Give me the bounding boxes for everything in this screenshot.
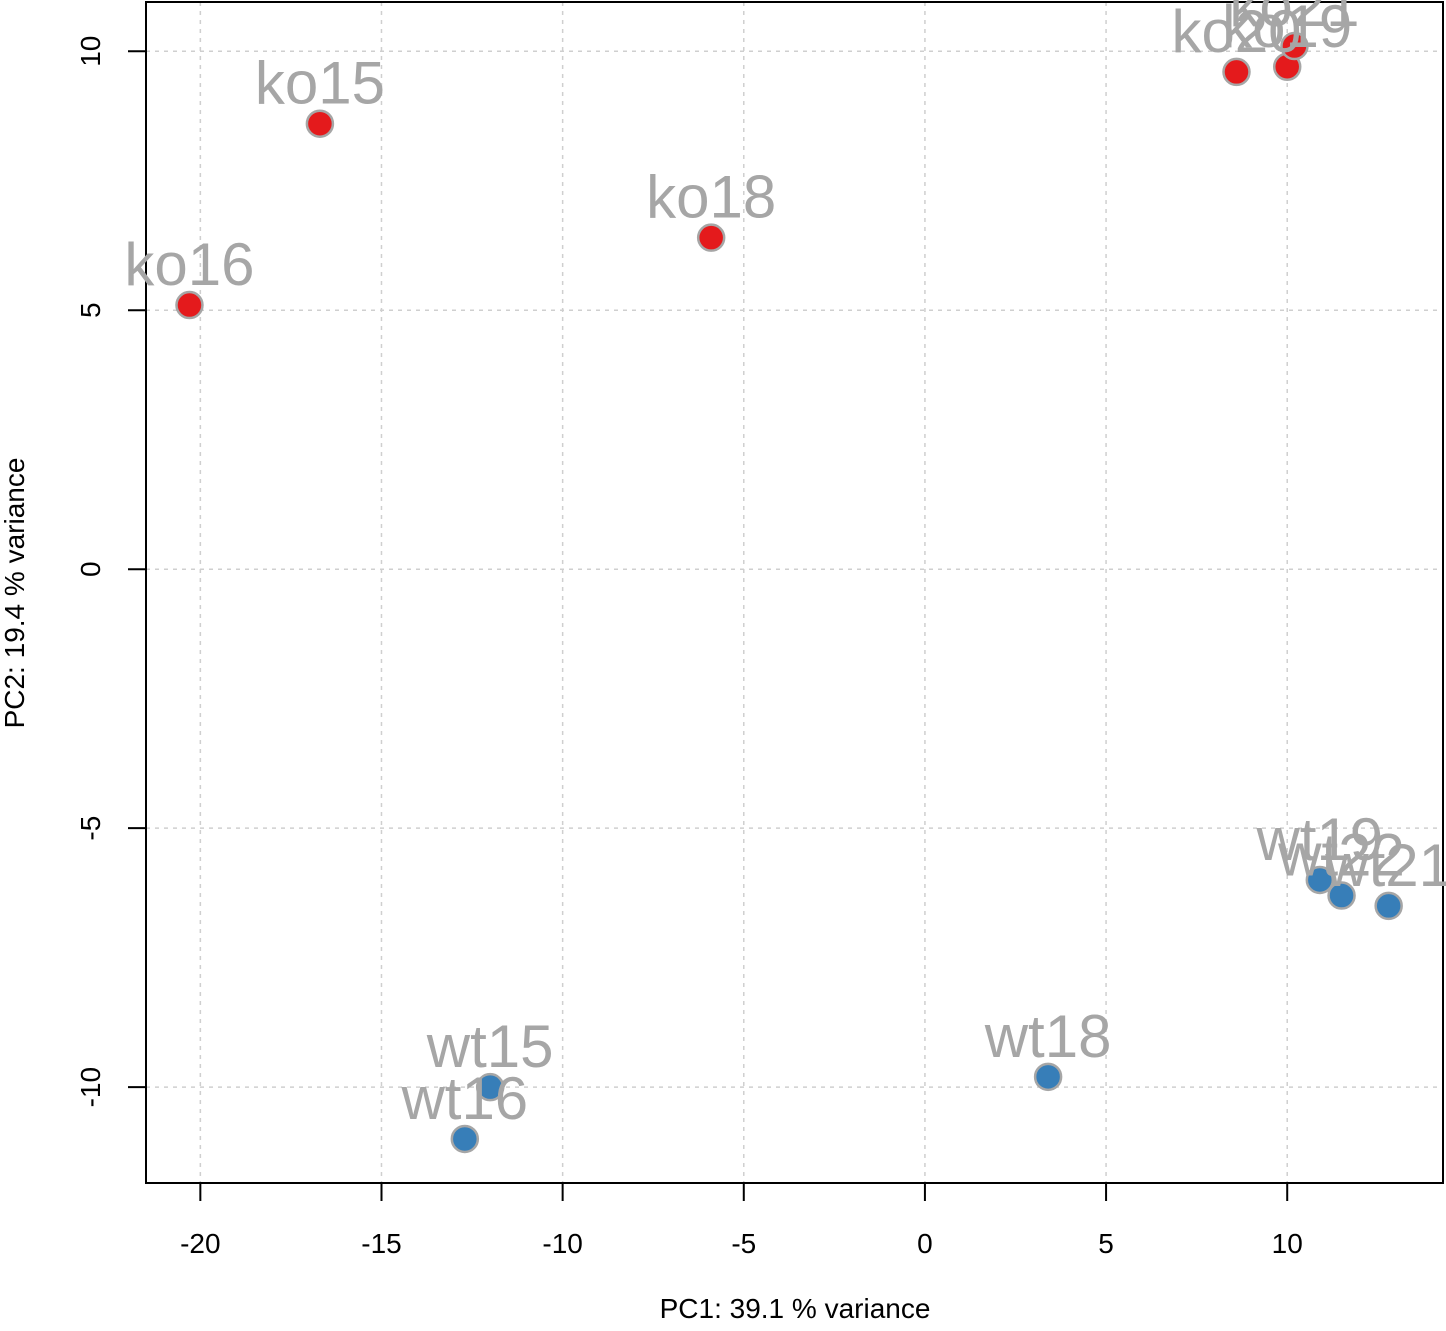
point-label-wt19: wt19 [1255, 806, 1383, 873]
y-tick-label: 5 [75, 302, 106, 318]
point-ko20 [1222, 57, 1251, 87]
point-label-wt15: wt15 [426, 1013, 554, 1080]
point-label-ko20: ko20 [1171, 0, 1301, 65]
x-tick-label: -5 [731, 1228, 756, 1259]
y-tick-label: -5 [75, 816, 106, 841]
x-tick-label: 10 [1272, 1228, 1303, 1259]
point-wt22 [1327, 881, 1356, 910]
plot-frame [145, 1, 1444, 1184]
point-label-wt22: wt22 [1277, 822, 1405, 889]
point-label-ko18: ko18 [646, 164, 776, 231]
x-tick-label: 5 [1098, 1228, 1114, 1259]
data-points [175, 31, 1403, 1154]
point-ko16 [175, 290, 204, 320]
x-tick-label: -15 [361, 1228, 401, 1259]
point-label-ko16: ko16 [124, 231, 254, 298]
point-wt19 [1305, 865, 1335, 895]
point-ko21 [1280, 31, 1309, 61]
point-wt15 [475, 1072, 505, 1102]
point-label-ko21: ko21 [1229, 0, 1359, 39]
axes: -20 -15 -10 -5 0 5 10 -10 -5 0 5 10 [75, 36, 1303, 1259]
x-tick-label: 0 [917, 1228, 933, 1259]
point-label-ko15: ko15 [255, 50, 385, 117]
point-label-wt18: wt18 [984, 1003, 1112, 1070]
y-tick-label: -10 [75, 1067, 106, 1107]
point-wt18 [1033, 1062, 1063, 1092]
point-label-wt16: wt16 [400, 1065, 528, 1132]
point-label-wt21: wt21 [1324, 832, 1446, 899]
point-wt16 [450, 1124, 480, 1154]
point-label-ko19: ko19 [1222, 0, 1352, 60]
x-tick-label: -10 [542, 1228, 582, 1259]
y-tick-label: 10 [75, 36, 106, 67]
x-tick-label: -20 [180, 1228, 220, 1259]
grid [146, 2, 1443, 1183]
y-tick-label: 0 [75, 561, 106, 577]
y-axis-title: PC2: 19.4 % variance [0, 458, 30, 729]
point-ko18 [696, 223, 726, 252]
point-wt21 [1374, 891, 1403, 921]
x-axis-title: PC1: 39.1 % variance [660, 1293, 931, 1324]
point-ko15 [305, 109, 335, 138]
